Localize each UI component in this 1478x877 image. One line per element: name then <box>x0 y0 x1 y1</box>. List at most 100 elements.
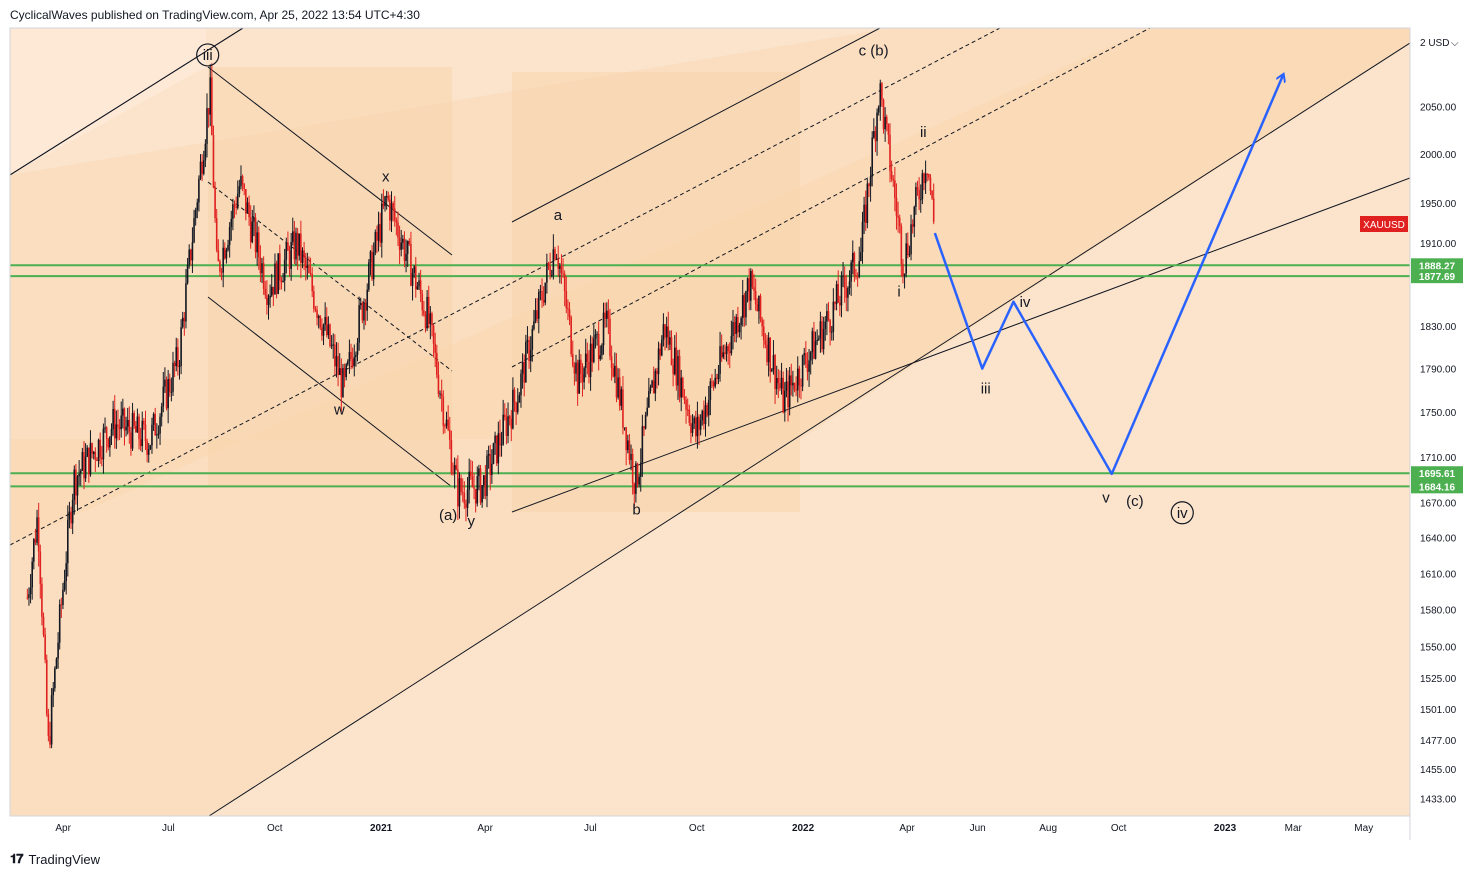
candle-body <box>743 295 746 318</box>
candle-body <box>266 295 268 305</box>
wave-label: iv <box>1020 294 1031 311</box>
candle-body <box>233 204 236 207</box>
candle-body <box>329 324 331 346</box>
candle-body <box>37 517 40 552</box>
candle-body <box>544 282 547 303</box>
candle-body <box>264 288 267 296</box>
candle-body <box>214 187 216 219</box>
price-tick-label: 1433.00 <box>1420 794 1457 805</box>
candle-body <box>285 242 288 260</box>
candle-body <box>774 355 776 390</box>
candle-body <box>542 299 545 303</box>
candle-body <box>664 324 666 338</box>
candle-body <box>235 206 237 208</box>
candle-body <box>377 223 380 241</box>
candle-body <box>84 456 87 479</box>
candle-body <box>659 348 661 356</box>
candle-body <box>762 326 765 341</box>
candle-body <box>403 238 406 261</box>
candle-body <box>279 253 281 281</box>
candle-body <box>348 352 351 362</box>
candle-body <box>217 250 220 262</box>
candle-body <box>665 326 668 338</box>
candle-body <box>787 381 789 408</box>
price-tick-label: 1750.00 <box>1420 408 1457 419</box>
candle-body <box>458 478 461 507</box>
candle-body <box>152 413 155 425</box>
candle-body <box>811 331 814 353</box>
candle-body <box>100 457 103 460</box>
candle-body <box>115 424 118 439</box>
candle-body <box>424 314 427 329</box>
candle-body <box>518 395 521 403</box>
candle-body <box>261 263 263 274</box>
candle-body <box>133 413 135 426</box>
candle-body <box>612 367 615 377</box>
candle-body <box>405 254 407 261</box>
wave-label: (c) <box>1126 493 1144 510</box>
candle-body <box>529 349 532 361</box>
candle-body <box>68 511 71 520</box>
candle-body <box>508 416 511 420</box>
candle-body <box>827 311 830 321</box>
candle-body <box>826 311 828 322</box>
candle-body <box>167 379 169 409</box>
projection-path[interactable] <box>933 76 1283 476</box>
candle-body <box>253 217 255 222</box>
candle-body <box>526 340 529 342</box>
time-tick-label: Mar <box>1285 823 1303 834</box>
candle-body <box>481 485 483 503</box>
candle-body <box>746 278 749 292</box>
candle-body <box>861 221 864 253</box>
candle-body <box>759 295 762 320</box>
candle-body <box>580 359 582 375</box>
candle-body <box>347 361 349 365</box>
candle-body <box>134 425 137 433</box>
candle-body <box>536 310 538 319</box>
candle-body <box>552 249 555 276</box>
candle-body <box>783 390 786 413</box>
candle-body <box>531 328 534 350</box>
candle-body <box>92 451 95 454</box>
candle-body <box>678 356 681 398</box>
candle-body <box>714 377 717 387</box>
candle-body <box>499 433 501 446</box>
support-price-badge <box>1411 479 1463 494</box>
main-channel-fill <box>10 28 1410 816</box>
candle-body <box>185 283 187 322</box>
candle-body <box>693 417 695 424</box>
candle-body <box>871 137 873 177</box>
candle-body <box>725 346 728 355</box>
candle-body <box>267 297 270 305</box>
candle-body <box>724 352 726 355</box>
candle-body <box>225 250 228 259</box>
candle-body <box>455 465 458 470</box>
candle-body <box>198 178 200 203</box>
time-axis[interactable]: Apr Jul Oct 2021 Apr Jul Oct 2022 Apr Jun Aug Oct 20… <box>55 823 1373 834</box>
candle-body <box>482 475 485 486</box>
candle-body <box>313 291 315 309</box>
candle-body <box>39 551 42 584</box>
candle-body <box>631 453 634 484</box>
time-tick-label: Apr <box>477 823 493 834</box>
candle-body <box>889 134 891 172</box>
drawing-channels <box>10 28 1410 816</box>
candle-body <box>437 374 440 394</box>
candle-body <box>918 189 920 200</box>
price-axis[interactable]: 2050.00 2000.00 1950.00 1910.00 1830.00 1790.… <box>1420 103 1457 806</box>
scale-menu-icon[interactable]: ⌵ <box>1451 38 1459 49</box>
candle-body <box>79 470 82 474</box>
candle-body <box>251 221 254 243</box>
candle-body <box>479 468 482 503</box>
candle-body <box>500 444 503 446</box>
candle-body <box>60 604 63 606</box>
candle-body <box>50 695 53 745</box>
candle-body <box>898 217 901 227</box>
candle-body <box>712 382 715 387</box>
candle-body <box>42 616 45 635</box>
candle-body <box>879 83 882 107</box>
candle-body <box>851 252 854 263</box>
candle-body <box>26 597 29 599</box>
candle-body <box>196 202 199 211</box>
